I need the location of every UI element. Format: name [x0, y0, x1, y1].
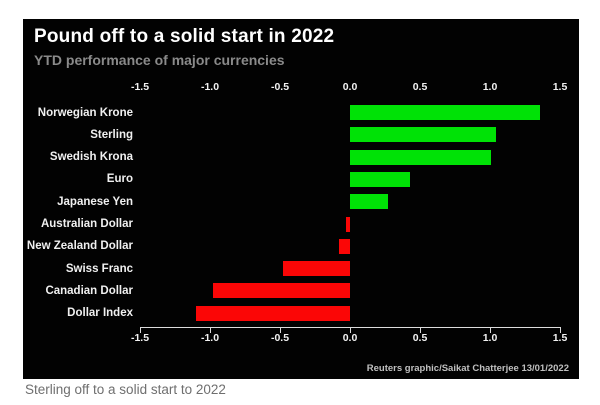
- x-axis-tick: [420, 327, 421, 333]
- x-axis-tick: [210, 327, 211, 333]
- x-axis-tick: [280, 327, 281, 333]
- x-axis-top-tick-label: 0.0: [342, 81, 358, 93]
- x-axis-tick: [490, 327, 491, 333]
- image-caption: Sterling off to a solid start to 2022: [25, 382, 226, 397]
- category-label: Euro: [106, 173, 133, 185]
- chart-title: Pound off to a solid start in 2022: [34, 26, 335, 47]
- chart-subtitle: YTD performance of major currencies: [34, 52, 285, 68]
- x-axis-tick: [140, 327, 141, 333]
- bar-australian-dollar: [346, 217, 350, 232]
- category-label: Swiss Franc: [65, 263, 133, 275]
- bar-swiss-franc: [283, 261, 350, 276]
- bar-canadian-dollar: [213, 283, 350, 298]
- bar-dollar-index: [196, 306, 350, 321]
- bar-euro: [350, 172, 410, 187]
- x-axis-tick: [350, 327, 351, 333]
- category-label: Japanese Yen: [57, 196, 133, 208]
- x-axis-top-tick-label: -0.5: [270, 81, 290, 93]
- bar-norwegian-krone: [350, 105, 540, 120]
- x-axis-top-tick-label: 1.5: [552, 81, 568, 93]
- x-axis-top-tick-label: 0.5: [412, 81, 428, 93]
- bar-swedish-krona: [350, 150, 491, 165]
- category-label: Dollar Index: [67, 307, 133, 319]
- bar-sterling: [350, 127, 496, 142]
- x-axis-top-tick-label: -1.5: [130, 81, 150, 93]
- category-label: Australian Dollar: [40, 218, 133, 230]
- x-axis-top-tick-label: -1.0: [200, 81, 220, 93]
- bar-new-zealand-dollar: [339, 239, 350, 254]
- x-axis-bottom-tick-label: -1.5: [130, 332, 150, 344]
- x-axis-bottom-tick-label: 0.0: [342, 332, 358, 344]
- x-axis-bottom-tick-label: -1.0: [200, 332, 220, 344]
- chart-panel: Pound off to a solid start in 2022 YTD p…: [23, 19, 579, 379]
- bar-japanese-yen: [350, 194, 388, 209]
- source-credit: Reuters graphic/Saikat Chatterjee 13/01/…: [366, 363, 569, 374]
- category-label: Norwegian Krone: [37, 107, 133, 119]
- x-axis-top-tick-label: 1.0: [482, 81, 498, 93]
- category-label: Sterling: [90, 129, 133, 141]
- x-axis-bottom-tick-label: -0.5: [270, 332, 290, 344]
- category-label: Canadian Dollar: [45, 285, 133, 297]
- category-label: Swedish Krona: [49, 151, 133, 163]
- category-label: New Zealand Dollar: [26, 240, 133, 252]
- x-axis-bottom-tick-label: 0.5: [412, 332, 428, 344]
- x-axis-bottom-tick-label: 1.5: [552, 332, 568, 344]
- x-axis-bottom-tick-label: 1.0: [482, 332, 498, 344]
- x-axis-tick: [560, 327, 561, 333]
